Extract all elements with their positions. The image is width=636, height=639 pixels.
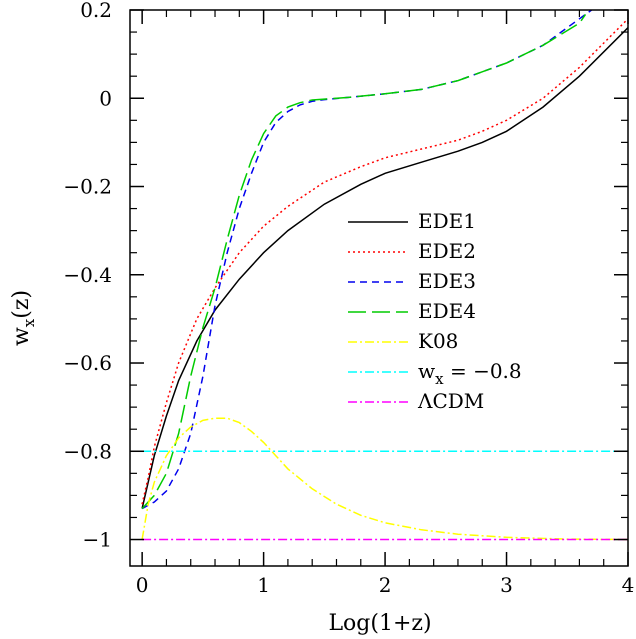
x-tick-label: 2 [379, 573, 392, 597]
x-axis-label: Log(1+z) [328, 611, 431, 636]
series-k08-line [141, 417, 628, 541]
series-ede3-line [141, 10, 593, 510]
y-axis-label-sub: x [20, 318, 38, 327]
x-tick-label: 0 [136, 573, 149, 597]
legend-label-series-ede3: EDE3 [418, 269, 476, 293]
legend-label-series-cdm: ΛCDM [417, 389, 484, 413]
y-tick-labels: −1 −0.8 −0.6 −0.4 −0.2 0 0.2 [63, 0, 112, 552]
y-tick-label: −1 [83, 528, 112, 552]
legend-label-series-ede4: EDE4 [418, 299, 476, 323]
y-tick-label: −0.4 [63, 263, 112, 287]
series-ede4-line [141, 13, 587, 510]
plot-frame [129, 9, 629, 567]
y-tick-label: −0.6 [63, 351, 112, 375]
y-tick-label: 0.2 [80, 0, 112, 22]
y-axis-label-suffix: (z) [9, 290, 34, 319]
legend-label-series-ede2: EDE2 [418, 239, 476, 263]
x-tick-labels: 0 1 2 3 4 [136, 573, 635, 597]
x-tick-label: 3 [500, 573, 513, 597]
x-tick-label: 4 [622, 573, 635, 597]
x-tick-label: 1 [257, 573, 270, 597]
y-axis-label-base: w [9, 327, 34, 346]
series-ede1-line [141, 27, 628, 509]
legend-label-series-k08: K08 [418, 329, 458, 353]
plot-curves [141, 10, 628, 541]
y-axis-label: wx(z) [9, 290, 38, 346]
y-tick-label: −0.2 [63, 175, 112, 199]
legend-label-series-w-0-8: wx = −0.8 [418, 359, 522, 388]
y-tick-label: 0 [99, 86, 112, 110]
series-ede2-line [141, 18, 628, 505]
axis-ticks [130, 9, 629, 566]
y-tick-label: −0.8 [63, 439, 112, 463]
legend-label-series-ede1: EDE1 [418, 209, 476, 233]
